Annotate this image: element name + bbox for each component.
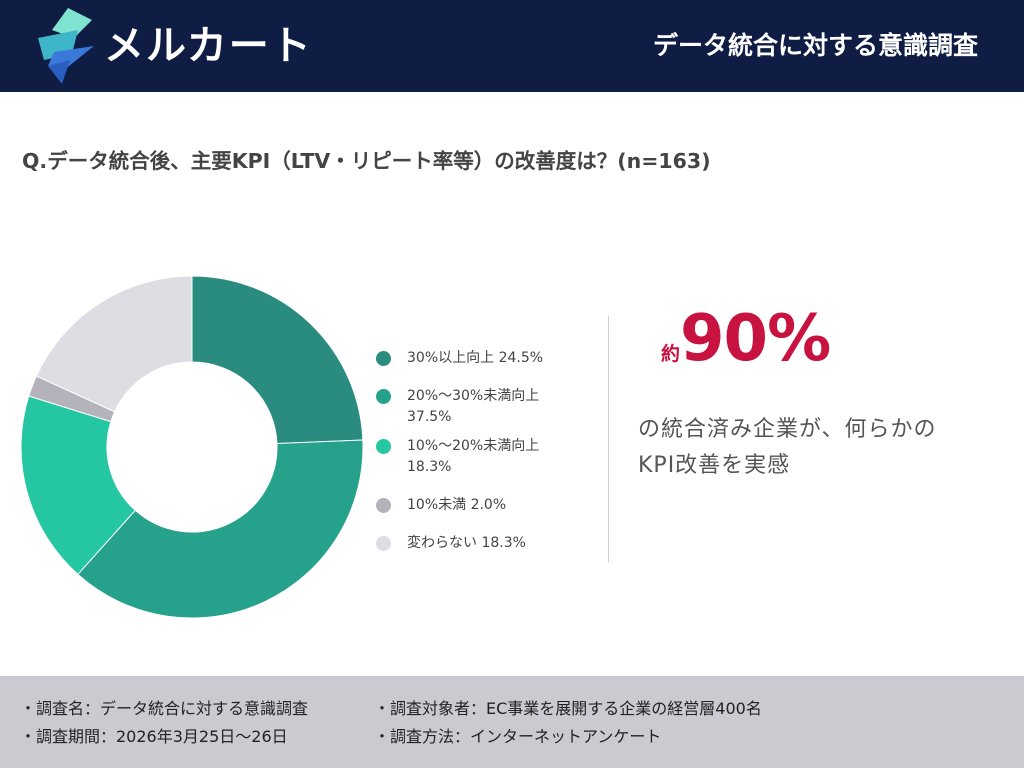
legend-swatch [376, 351, 391, 366]
legend-item: 30%以上向上 24.5% [374, 348, 574, 369]
legend-item: 10%未満 2.0% [374, 495, 574, 516]
donut-slice [35, 275, 193, 413]
legend-swatch [376, 439, 391, 454]
survey-method: ・調査方法：インターネットアンケート [374, 727, 662, 746]
legend-label: 20%〜30%未満向上 37.5% [407, 388, 540, 425]
legend-item: 変わらない 18.3% [374, 533, 574, 554]
header-title: データ統合に対する意識調査 [652, 31, 978, 60]
legend-item: 20%〜30%未満向上 37.5% [374, 386, 557, 428]
donut-slice [77, 439, 364, 619]
legend-label: 10%〜20%未満向上 18.3% [407, 438, 540, 475]
donut-slice [20, 395, 136, 576]
legend-item: 10%〜20%未満向上 18.3% [374, 436, 557, 478]
donut-slice [191, 275, 364, 445]
kpi-value: 90% [680, 302, 831, 376]
kpi-description-line: KPI改善を実感 [638, 453, 791, 478]
legend-label: 10%未満 2.0% [407, 497, 507, 513]
survey-name: ・調査名：データ統合に対する意識調査 [20, 699, 309, 718]
donut-chart [20, 275, 364, 619]
kpi-highlight: 約90% [661, 300, 831, 378]
legend-label: 30%以上向上 24.5% [407, 350, 544, 366]
legend-swatch [376, 536, 391, 551]
kpi-prefix: 約 [661, 343, 681, 365]
legend-swatch [376, 498, 391, 513]
brand-name: メルカート [104, 23, 313, 69]
legend-swatch [376, 389, 391, 404]
chart-legend: 30%以上向上 24.5% 20%〜30%未満向上 37.5% 10%〜20%未… [374, 348, 574, 554]
survey-period: ・調査期間：2026年3月25日〜26日 [20, 727, 288, 746]
kpi-description-line: の統合済み企業が、何らかの [638, 417, 937, 442]
survey-target: ・調査対象者：EC事業を展開する企業の経営層400名 [374, 699, 762, 718]
legend-label: 変わらない 18.3% [407, 535, 526, 551]
brand-logo-icon [38, 8, 94, 84]
kpi-description: の統合済み企業が、何らかの KPI改善を実感 [638, 412, 998, 484]
footer-survey-info: ・調査名：データ統合に対する意識調査 ・調査対象者：EC事業を展開する企業の経営… [0, 676, 1024, 768]
question-title: Q.データ統合後、主要KPI（LTV・リピート率等）の改善度は？(n=163) [22, 149, 711, 173]
header-bar: メルカート データ統合に対する意識調査 [0, 0, 1024, 92]
divider [608, 316, 609, 562]
